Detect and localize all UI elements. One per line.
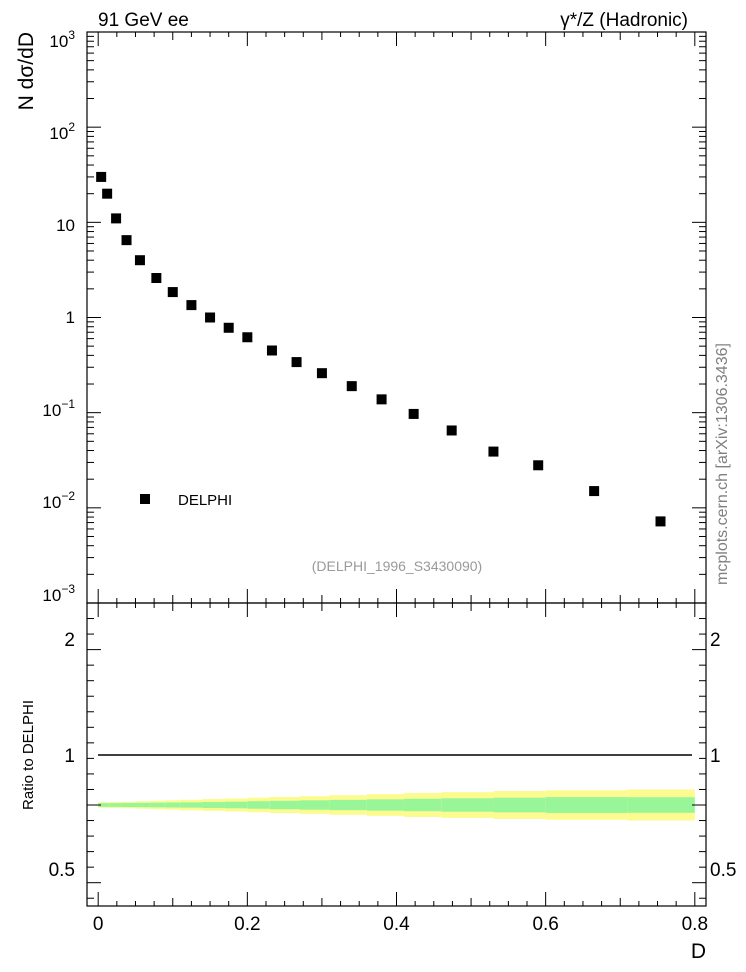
y-tick-label-1e-1: 10−1 [42,397,75,420]
legend-label-delphi: DELPHI [178,492,232,509]
ratio-y-tick-label-right-0.5: 0.5 [710,860,736,881]
analysis-id-label: (DELPHI_1996_S3430090) [312,558,482,574]
ratio-inner-band [180,802,203,808]
ratio-y-tick-label-right-1: 1 [710,746,721,767]
ratio-inner-band [269,800,300,810]
data-point [316,368,327,379]
ratio-inner-band [98,803,110,807]
ratio-y-tick-label-0.5: 0.5 [49,860,75,881]
data-point [266,345,277,356]
x-tick-label: 0 [93,914,104,935]
x-tick-label: 0.4 [383,914,410,935]
ratio-inner-band [224,801,248,809]
ratio-inner-band [627,797,695,813]
legend-marker-delphi [140,494,150,504]
ratio-bands [98,789,695,821]
data-point [134,255,145,266]
data-point [186,300,197,311]
ratio-inner-band [299,800,330,810]
ratio-inner-band [545,797,628,813]
data-point [533,460,544,471]
data-point [111,213,122,224]
ratio-y-tick-label-right-2: 2 [710,630,721,651]
data-point [655,516,666,527]
y-tick-label-1e-2: 10−2 [42,489,75,512]
data-point [167,287,178,298]
ratio-y-tick-label-2: 2 [64,630,75,651]
data-point [488,446,499,457]
data-point [346,381,357,392]
data-point [408,408,419,419]
y-tick-label-1e3: 103 [49,28,75,51]
data-point [589,486,600,497]
data-point [223,322,234,333]
header-left-label: 91 GeV ee [98,10,189,31]
ratio-inner-band [329,799,367,811]
ratio-inner-band [135,802,151,808]
axis-ticks [87,31,706,906]
ratio-inner-band [165,802,181,808]
data-point [151,273,162,284]
data-point [446,425,457,436]
x-tick-label: 0.6 [532,914,558,935]
data-point [242,332,253,343]
x-tick-label: 0.2 [234,914,260,935]
ratio-inner-band [150,802,166,808]
x-tick-label: 0.8 [682,914,708,935]
data-point [376,394,387,405]
ratio-y-axis-label: Ratio to DELPHI [20,700,37,810]
ratio-inner-band [366,799,404,811]
ratio-inner-band [247,801,270,809]
data-point [291,357,302,368]
y-tick-label-1e-3: 10−3 [42,582,75,605]
data-point [121,235,132,246]
data-point [205,312,216,323]
side-credit-label: mcplots.cern.ch [arXiv:1306.3436] [714,343,731,585]
delphi-markers [96,171,666,527]
ratio-inner-band [493,797,546,813]
data-point [96,171,107,182]
data-point [102,188,113,199]
ratio-inner-band [120,802,136,808]
top-y-axis-label: N dσ/dD [15,32,38,110]
ratio-inner-band [441,798,494,812]
y-tick-label-1: 1 [66,308,75,327]
top-plot-frame [86,31,707,604]
header-right-label: γ*/Z (Hadronic) [560,10,688,31]
x-axis-label: D [691,940,706,963]
y-tick-label-1e2: 102 [49,120,75,143]
ratio-inner-band [109,803,121,807]
x-tick-labels: 0 0.2 0.4 0.6 0.8 [93,914,708,935]
ratio-inner-band [403,798,442,812]
y-tick-label-10: 10 [56,216,75,235]
ratio-y-tick-label-1: 1 [64,746,75,767]
ratio-inner-band [202,802,225,808]
